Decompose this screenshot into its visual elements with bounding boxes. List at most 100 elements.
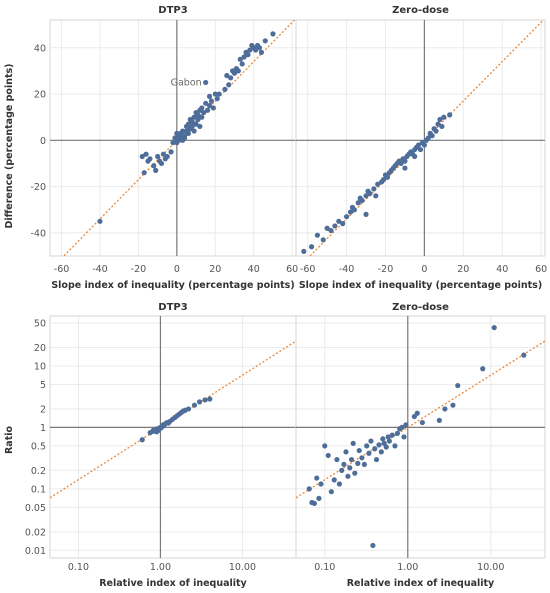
data-point	[347, 465, 353, 471]
data-point	[386, 438, 392, 444]
data-point	[212, 91, 218, 97]
data-point	[206, 103, 213, 109]
data-point	[367, 190, 373, 197]
data-point	[203, 79, 209, 86]
x-tick-label: 0	[421, 264, 427, 275]
data-point	[306, 486, 312, 492]
data-point	[412, 153, 418, 160]
y-tick-label: 0.05	[25, 503, 46, 514]
data-point	[191, 128, 197, 134]
x-tick-label: 60	[286, 264, 298, 275]
data-point	[314, 475, 320, 481]
fit-line	[296, 340, 545, 499]
data-point	[155, 153, 161, 160]
data-point	[172, 135, 178, 141]
data-point	[196, 399, 203, 405]
data-point	[191, 114, 197, 120]
data-point	[441, 114, 447, 120]
data-point	[210, 105, 216, 111]
top-left-title: DTP3	[158, 5, 187, 16]
data-point	[151, 163, 157, 169]
data-point	[402, 165, 408, 171]
data-point	[336, 218, 342, 224]
top-right-frame	[295, 19, 546, 257]
data-point	[364, 443, 370, 449]
data-point	[402, 158, 408, 164]
data-point	[417, 146, 424, 153]
top-right-title: Zero-dose	[392, 5, 449, 16]
data-point	[189, 119, 195, 125]
data-point	[214, 96, 220, 102]
y-tick-label: 40	[34, 43, 46, 54]
y-tick-label: 2	[40, 404, 46, 415]
data-point	[372, 446, 378, 452]
data-point	[366, 450, 372, 456]
data-point	[455, 382, 461, 389]
data-point	[347, 209, 354, 215]
y-tick-label: 20	[34, 90, 46, 101]
data-point	[401, 434, 407, 440]
y-tick-label: -40	[30, 228, 46, 239]
data-point	[355, 460, 361, 466]
data-point	[398, 160, 404, 167]
data-point	[380, 177, 387, 183]
data-point	[359, 455, 365, 461]
data-point	[343, 214, 350, 220]
data-point	[141, 170, 147, 176]
data-point	[343, 449, 349, 455]
x-tick-label: -20	[378, 264, 394, 275]
data-point	[253, 47, 259, 53]
fit-line	[62, 20, 296, 256]
data-point	[203, 100, 209, 106]
point-annotation: Gabon	[171, 77, 202, 88]
bottom-right-title: Zero-dose	[392, 302, 449, 313]
data-point	[270, 31, 276, 37]
data-point	[403, 422, 409, 428]
y-tick-label: 0.5	[31, 441, 46, 452]
y-tick-label: 20	[34, 343, 46, 354]
data-point	[439, 123, 445, 130]
panel-bottom-left: DTP3 0.10 1.00 10.00 Relative index of inequ…	[25, 302, 297, 589]
x-tick-label: 10.00	[477, 562, 504, 573]
data-point	[206, 93, 213, 99]
panel-bottom-right: Zero-dose 0.10 1.00 10.00 Relative index of …	[295, 302, 546, 589]
data-point	[316, 495, 322, 501]
data-point	[258, 49, 265, 55]
x-tick-label: -20	[131, 264, 147, 275]
x-tick-label: -60	[300, 264, 316, 275]
data-point	[363, 211, 369, 217]
data-point	[389, 432, 395, 438]
data-point	[208, 98, 215, 104]
panel-top-right: Zero-dose -60 -40 -20 0 20 40 60 Slope index of …	[295, 5, 547, 291]
data-point	[339, 467, 345, 473]
y-axis-label-bottom: Ratio	[4, 426, 15, 455]
data-point	[180, 128, 186, 134]
data-point	[375, 181, 381, 187]
data-point	[311, 500, 318, 507]
data-point	[345, 473, 351, 479]
data-point	[429, 133, 435, 139]
data-point	[262, 38, 268, 44]
data-point	[139, 153, 145, 160]
data-point	[201, 109, 207, 116]
data-point	[231, 70, 238, 76]
data-point	[378, 449, 384, 455]
data-point	[370, 542, 376, 549]
data-point	[143, 151, 149, 157]
data-point	[301, 248, 307, 254]
data-point	[193, 121, 199, 127]
data-point	[336, 481, 342, 487]
data-point	[147, 156, 153, 162]
data-point	[351, 207, 357, 213]
data-point	[350, 440, 356, 446]
x-tick-label: 10.00	[229, 562, 256, 573]
data-point	[355, 200, 361, 206]
bottom-left-title: DTP3	[158, 302, 187, 313]
data-point	[433, 128, 439, 134]
x-tick-label: 1.00	[397, 562, 418, 573]
data-point	[181, 133, 188, 139]
data-point	[226, 82, 232, 88]
x-tick-label: 40	[496, 264, 508, 275]
data-point	[153, 167, 159, 173]
